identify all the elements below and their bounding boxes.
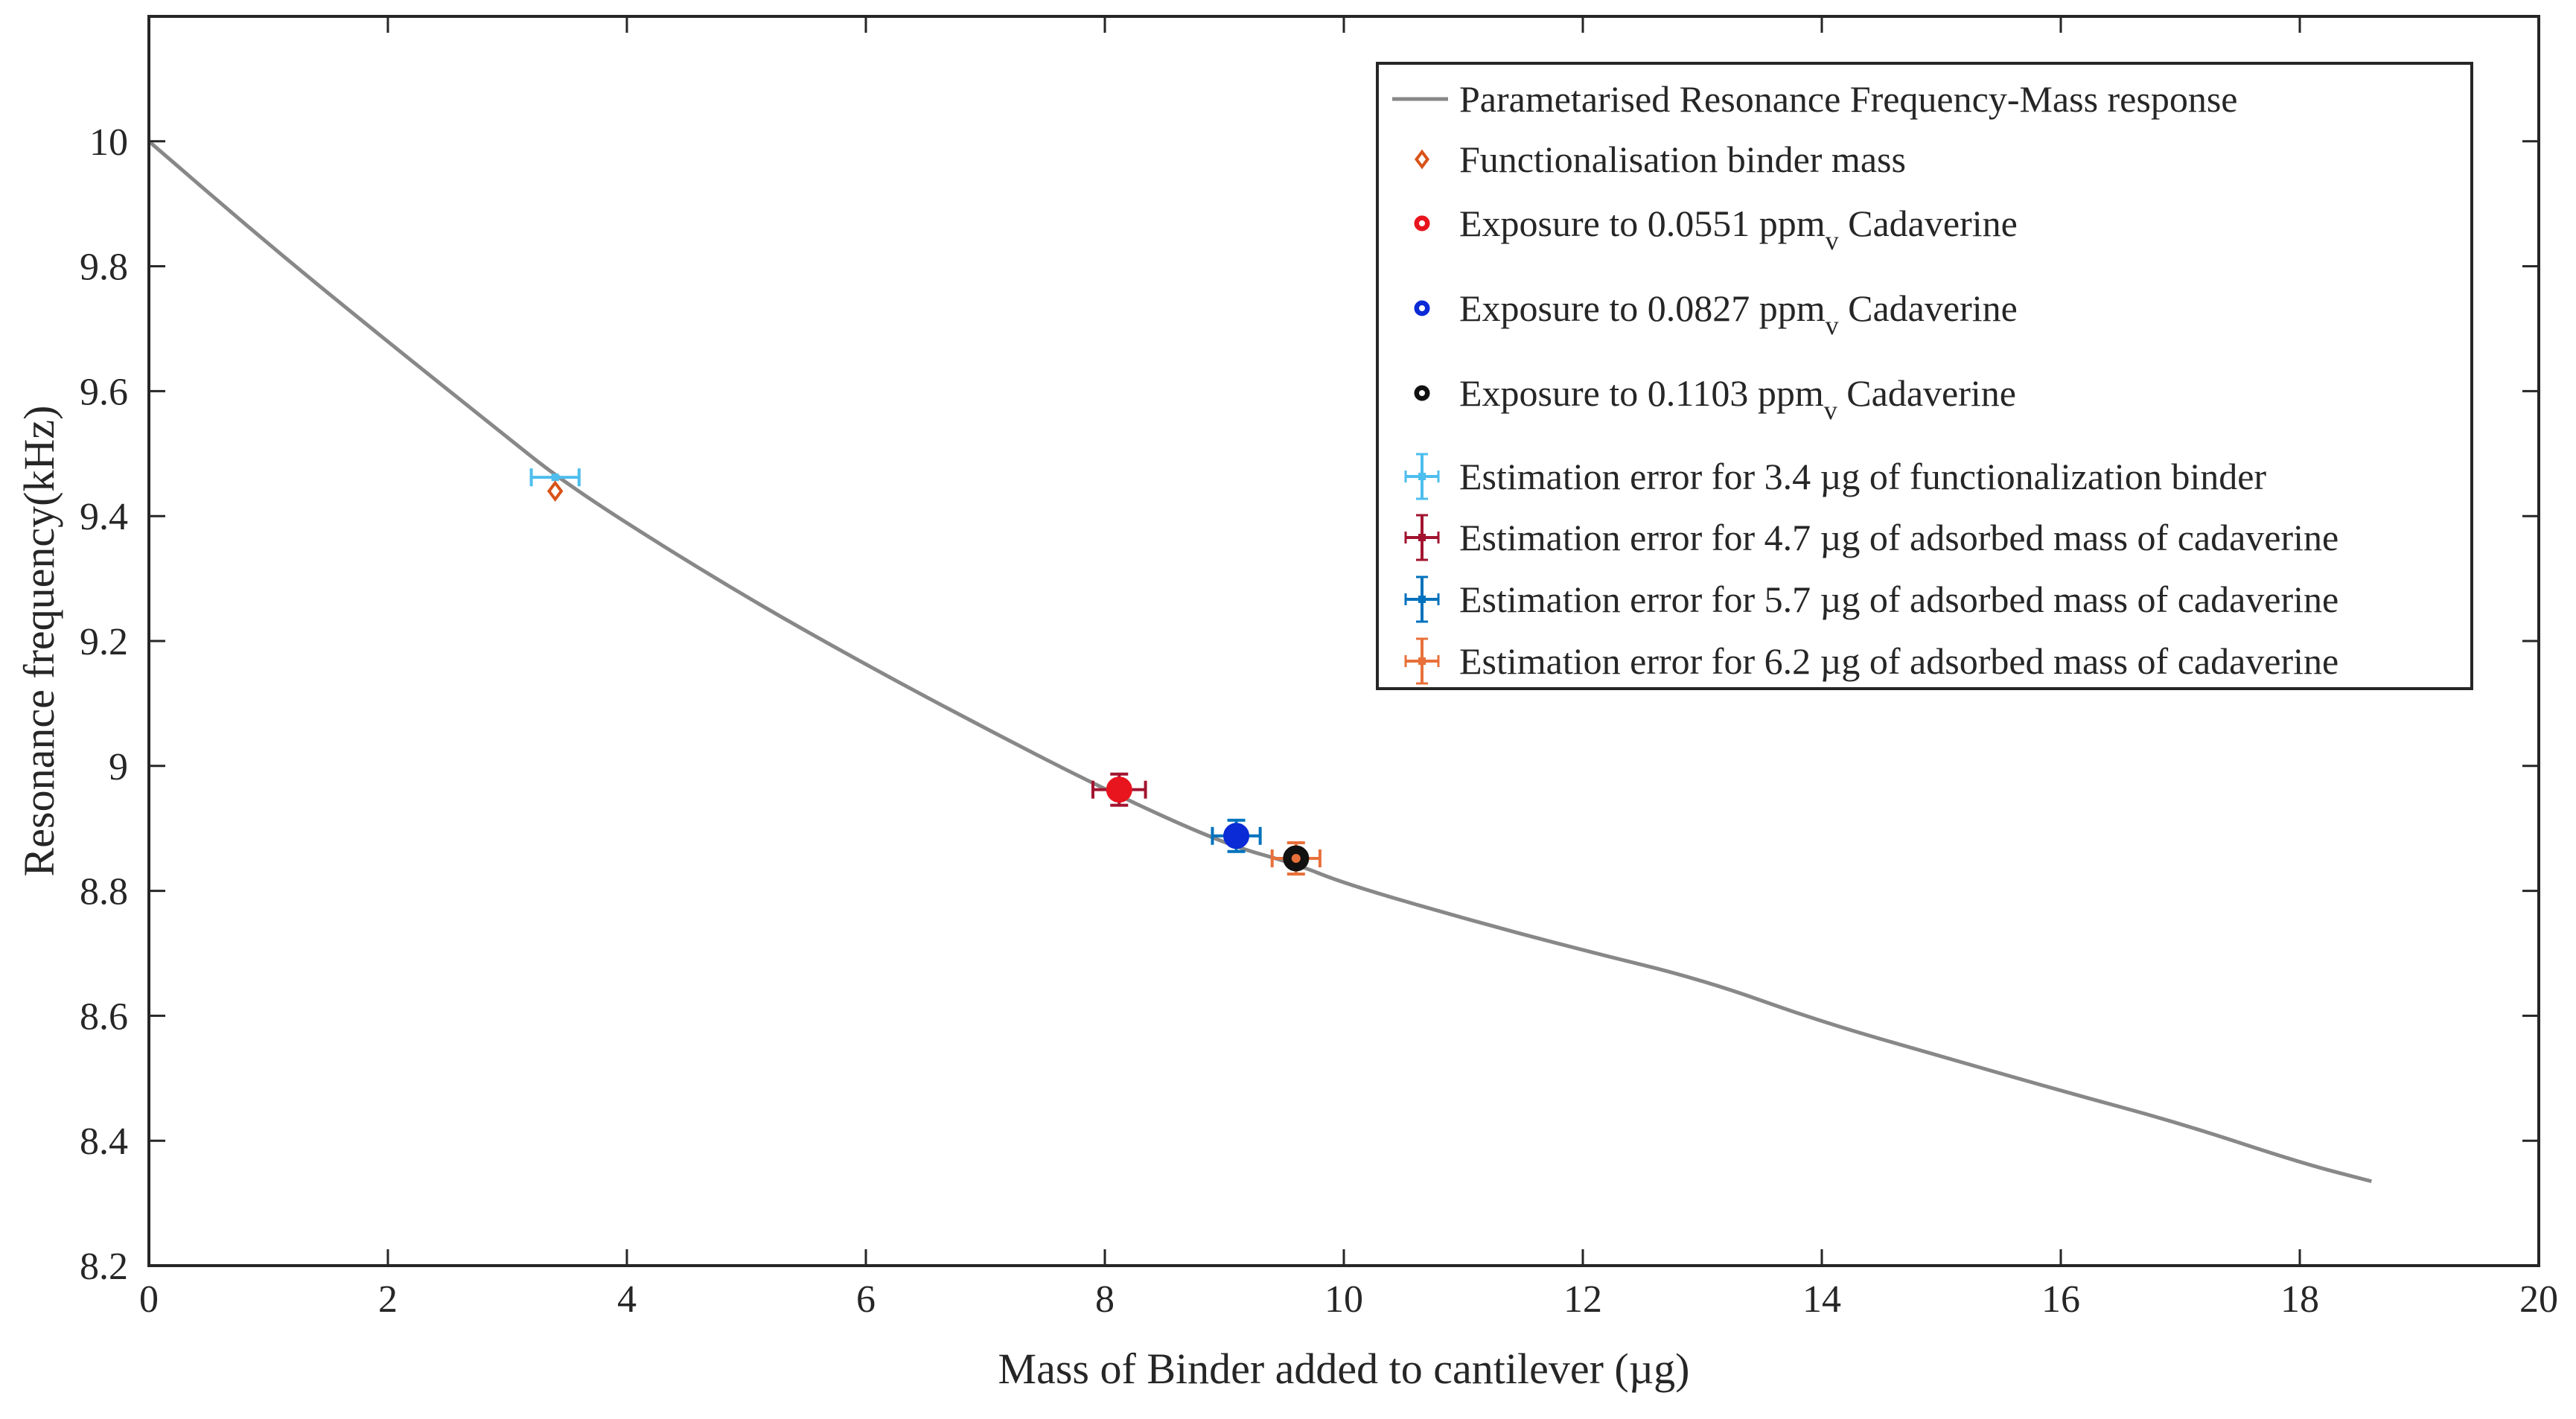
x-tick-label: 16 (2041, 1278, 2080, 1321)
legend-label-subscript: v (1826, 226, 1839, 255)
legend-marker-hole-4 (1419, 390, 1425, 396)
legend-label-main: Exposure to 0.0827 ppm (1459, 287, 1826, 329)
y-tick-label: 10 (89, 121, 128, 164)
legend-label-main: Estimation error for 6.2 µg of adsorbed … (1459, 640, 2339, 682)
legend-label-0: Parametarised Resonance Frequency-Mass r… (1459, 78, 2237, 120)
error-bar-5-center (551, 473, 559, 482)
data-point-3 (1223, 823, 1250, 849)
legend-label-main: Parametarised Resonance Frequency-Mass r… (1459, 78, 2237, 120)
x-tick-label: 12 (1563, 1278, 1602, 1321)
x-tick-label: 10 (1324, 1278, 1363, 1321)
legend-label-subscript: v (1826, 310, 1839, 340)
y-tick-label: 8.4 (80, 1120, 128, 1163)
y-tick-label: 9.6 (80, 371, 128, 413)
x-tick-label: 18 (2280, 1278, 2319, 1321)
data-point-1 (546, 480, 564, 502)
legend-label-suffix: Cadaverine (1839, 203, 2018, 244)
legend-label-7: Estimation error for 5.7 µg of adsorbed … (1459, 578, 2339, 620)
legend-label-main: Estimation error for 4.7 µg of adsorbed … (1459, 517, 2339, 558)
legend-label-4: Exposure to 0.1103 ppmv Cadaverine (1459, 372, 2016, 425)
y-tick-label: 9.4 (80, 496, 128, 538)
y-tick-label: 9 (109, 746, 128, 788)
legend-err-center-6 (1418, 534, 1426, 541)
legend-label-main: Exposure to 0.1103 ppm (1459, 372, 1824, 414)
y-tick-label: 8.2 (80, 1246, 128, 1288)
legend-marker-hole-3 (1419, 305, 1425, 311)
x-tick-label: 6 (856, 1278, 876, 1321)
legend-box (1376, 62, 2473, 690)
x-tick-label: 20 (2519, 1278, 2558, 1321)
legend-err-center-5 (1418, 473, 1426, 480)
legend-err-center-8 (1418, 657, 1426, 665)
legend-label-1: Functionalisation binder mass (1459, 138, 1906, 180)
legend-label-6: Estimation error for 4.7 µg of adsorbed … (1459, 517, 2339, 558)
legend-label-main: Functionalisation binder mass (1459, 138, 1906, 180)
legend-label-2: Exposure to 0.0551 ppmv Cadaverine (1459, 203, 2018, 255)
legend-label-3: Exposure to 0.0827 ppmv Cadaverine (1459, 287, 2018, 340)
frequency-mass-curve (147, 139, 2372, 1184)
x-tick-label: 8 (1095, 1278, 1115, 1321)
legend-marker-1 (1415, 149, 1429, 170)
legend-label-main: Estimation error for 5.7 µg of adsorbed … (1459, 578, 2339, 620)
legend-label-suffix: Cadaverine (1837, 372, 2016, 414)
x-axis-title: Mass of Binder added to cantilever (µg) (998, 1345, 1690, 1393)
legend-err-center-7 (1418, 596, 1426, 603)
x-tick-label: 4 (617, 1278, 637, 1321)
legend-label-main: Estimation error for 3.4 µg of functiona… (1459, 456, 2266, 497)
x-tick-label: 14 (1802, 1278, 1841, 1321)
x-tick-label: 0 (139, 1278, 159, 1321)
data-point-2 (1106, 777, 1132, 803)
legend-label-8: Estimation error for 6.2 µg of adsorbed … (1459, 640, 2339, 682)
legend-label-5: Estimation error for 3.4 µg of functiona… (1459, 456, 2266, 497)
x-tick-label: 2 (378, 1278, 398, 1321)
y-tick-label: 8.8 (80, 871, 128, 913)
data-point-overlay-4 (1291, 853, 1301, 863)
y-tick-label: 8.6 (80, 995, 128, 1038)
legend-label-suffix: Cadaverine (1839, 287, 2018, 329)
legend: Parametarised Resonance Frequency-Mass r… (1376, 62, 2473, 690)
y-tick-label: 9.8 (80, 246, 128, 289)
y-tick-label: 9.2 (80, 621, 128, 663)
legend-label-subscript: v (1824, 395, 1837, 425)
y-axis-title: Resonance frequency(kHz) (15, 406, 63, 877)
legend-marker-hole-2 (1419, 220, 1425, 226)
legend-label-main: Exposure to 0.0551 ppm (1459, 203, 1826, 244)
